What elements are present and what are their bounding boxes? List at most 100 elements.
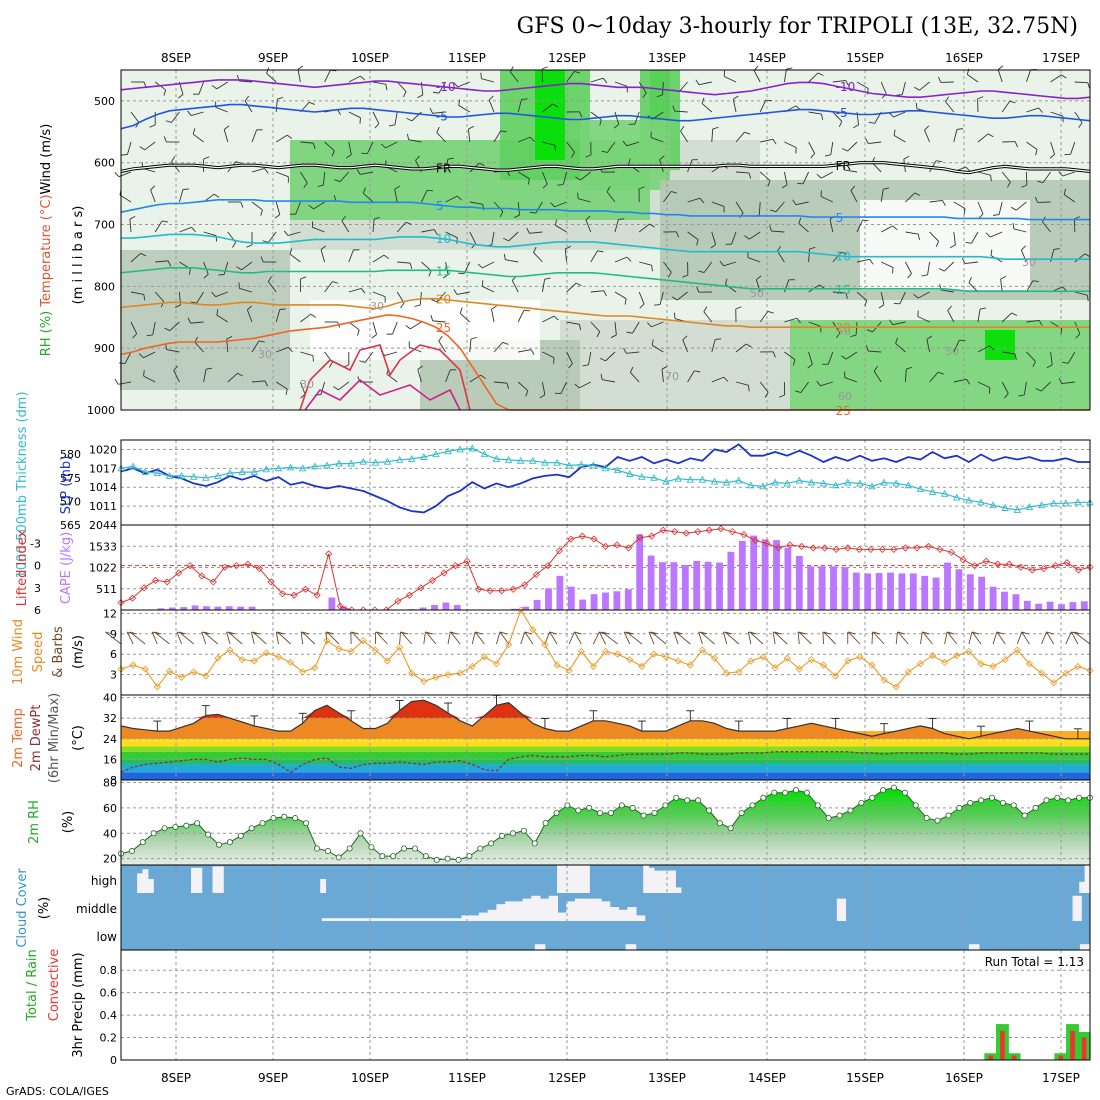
barb — [276, 171, 289, 178]
rh-marker-75 — [934, 817, 941, 824]
rh-marker-85 — [1043, 797, 1050, 804]
barb-flag — [1000, 275, 1007, 280]
rh-marker-28 — [422, 853, 429, 860]
rh-label-2: 50 — [750, 287, 764, 300]
barb-flag — [776, 245, 782, 252]
barb — [965, 261, 979, 265]
thickness-marker-21 — [371, 458, 380, 466]
barb — [967, 74, 979, 83]
barb — [445, 261, 449, 275]
barb-flag — [555, 219, 557, 226]
barb — [614, 321, 617, 335]
wind-marker-53 — [759, 653, 767, 661]
wind-marker-26 — [432, 673, 440, 681]
barb-flag — [926, 335, 933, 340]
top-date-16SEP: 16SEP — [945, 51, 983, 65]
barb — [482, 285, 495, 293]
barb-flag — [781, 184, 788, 189]
li-marker-17 — [313, 591, 321, 599]
rh-marker-56 — [727, 825, 734, 832]
slp-tick-1011: 1011 — [89, 500, 117, 513]
barb-flag — [667, 272, 672, 278]
thickness-tick-580: 580 — [60, 448, 81, 461]
cloud-middle-30 — [382, 918, 393, 921]
barb — [251, 340, 260, 353]
wind-marker-10 — [238, 656, 246, 664]
wind-barb-1 — [126, 631, 134, 645]
thickness-marker-39 — [589, 461, 598, 469]
barb — [192, 133, 204, 143]
barb-flag — [606, 186, 611, 192]
barb-flag — [211, 84, 218, 90]
thickness-marker-43 — [638, 472, 646, 480]
barb-flag — [415, 155, 420, 161]
barb — [118, 381, 132, 385]
rh-marker-43 — [586, 804, 593, 811]
barb-flag — [167, 260, 172, 267]
barb — [410, 321, 422, 330]
lifted-index-line — [120, 528, 1091, 611]
barb — [808, 321, 821, 327]
li-marker-26 — [417, 584, 425, 592]
li-marker-82 — [1063, 559, 1071, 567]
barb-flag — [963, 208, 966, 215]
wind-marker-79 — [1074, 662, 1082, 671]
cloud-low-84 — [968, 944, 980, 950]
barb — [944, 261, 955, 272]
rh-marker-35 — [499, 832, 506, 839]
li-marker-76 — [994, 560, 1002, 568]
barb-flag — [579, 111, 583, 118]
barb-flag — [712, 126, 719, 130]
barb — [590, 250, 598, 263]
barb-flag — [796, 317, 801, 324]
rh-marker-77 — [956, 804, 963, 811]
barb-flag — [192, 128, 196, 135]
cape-bar-80 — [1035, 603, 1043, 610]
cloud-high-99 — [653, 870, 660, 893]
barb-flag — [429, 107, 434, 114]
barb — [268, 281, 277, 293]
bottom-date-17SEP: 17SEP — [1042, 1071, 1080, 1085]
li-marker-49 — [682, 529, 690, 537]
barb-flag — [1004, 393, 1009, 399]
barb — [324, 141, 335, 152]
wind-barb-68 — [944, 631, 948, 645]
temp-band-2 — [121, 759, 1090, 765]
barb-flag — [756, 275, 762, 280]
cape-bar-48 — [670, 562, 678, 610]
temp-ylabel-2: 2m DewPt — [29, 705, 44, 772]
isotherm-10 — [121, 233, 1090, 261]
cloud-middle-53 — [583, 898, 593, 921]
barb-flag — [680, 125, 685, 132]
barb-flag — [310, 313, 317, 318]
rh-ylabel-unit: (%) — [61, 811, 76, 834]
cloud-middle-58 — [627, 907, 637, 921]
rh-marker-53 — [695, 797, 702, 804]
wind-marker-73 — [1001, 656, 1009, 664]
barb — [747, 257, 761, 263]
barb — [856, 81, 869, 89]
wind-barb-12 — [252, 631, 267, 645]
barb-flag — [432, 91, 439, 94]
wind-marker-78 — [1062, 669, 1070, 677]
barb — [491, 309, 495, 323]
barb-flag — [557, 184, 564, 186]
barb-flag — [143, 294, 146, 301]
thickness-marker-34 — [529, 456, 537, 464]
barb — [144, 141, 156, 151]
wind-barb-flag-26 — [425, 631, 433, 635]
li-marker-71 — [936, 545, 944, 553]
barb — [735, 201, 744, 214]
barb — [1050, 141, 1056, 155]
thickness-marker-69 — [953, 493, 961, 501]
barb — [348, 111, 361, 119]
barb-flag — [985, 232, 991, 238]
slp-tick-1014: 1014 — [89, 481, 117, 494]
wind-barb-flag-16 — [302, 631, 310, 635]
wind-marker-57 — [807, 656, 815, 664]
rh-shade-5 — [535, 70, 565, 160]
thickness-marker-8 — [214, 471, 222, 479]
isotherm-label--10: -10 — [436, 80, 456, 94]
cloud-middle-59 — [636, 915, 646, 921]
barb — [324, 281, 333, 293]
